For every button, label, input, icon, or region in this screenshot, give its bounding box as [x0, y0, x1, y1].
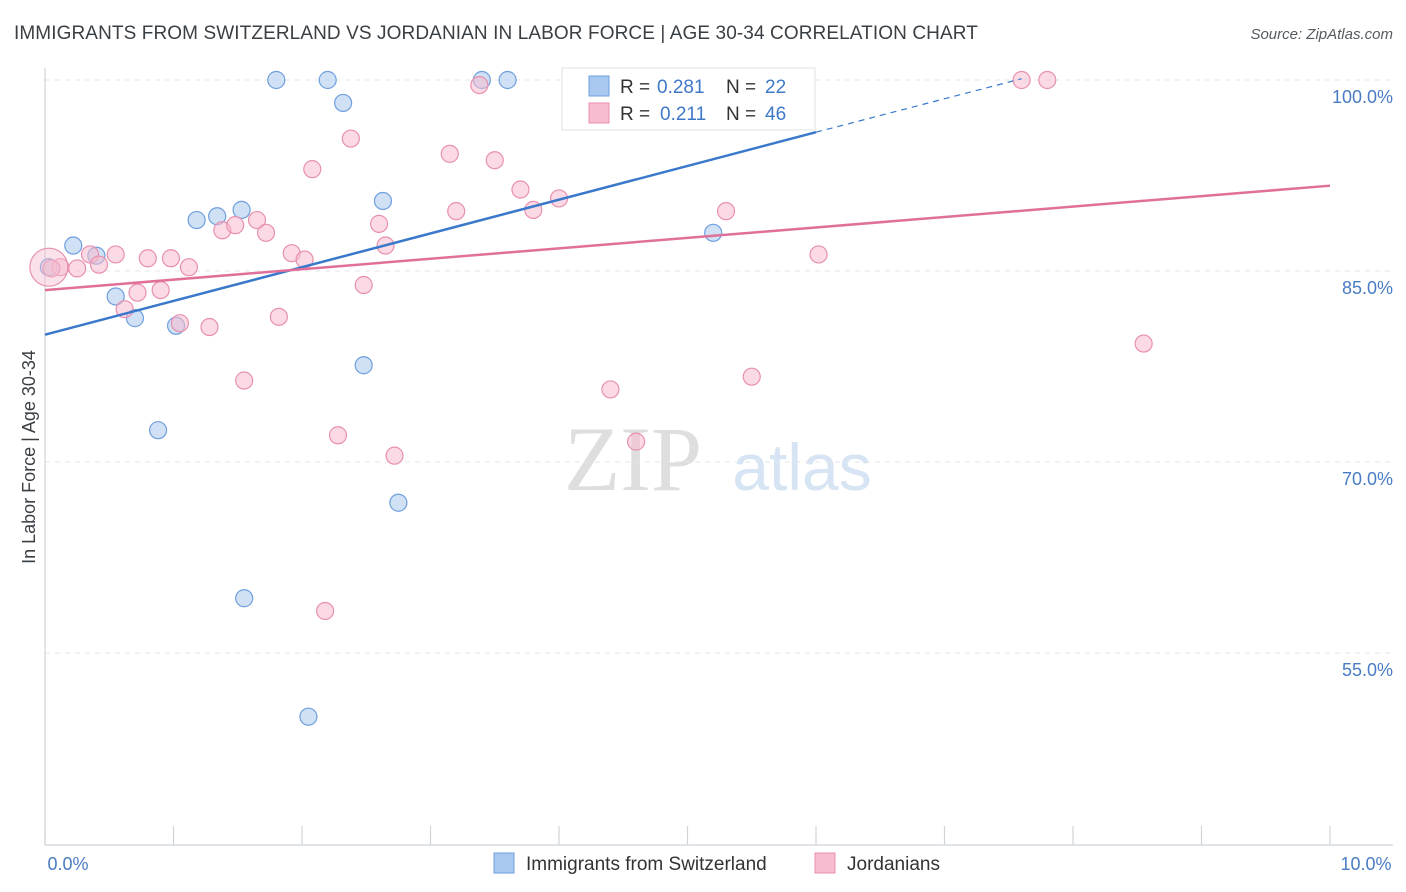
switzerland-point-10 — [235, 589, 254, 608]
jordanians-point-41 — [809, 245, 828, 264]
jordanians-point-39 — [716, 202, 736, 221]
stats-legend: R = 0.281 N = 22 R = 0.211 N = 46 — [561, 67, 816, 131]
jordanians-point-42 — [1012, 70, 1031, 90]
switzerland-point-17 — [389, 493, 408, 512]
jordanians-point-1 — [68, 259, 87, 278]
jordanians-point-8 — [151, 281, 170, 300]
legend-r-label-2: R = — [620, 104, 650, 125]
jordanians-point-6 — [128, 283, 147, 302]
scatter-points — [29, 70, 1153, 726]
jordanians-point-26 — [370, 214, 389, 233]
jordanians-trend-line — [44, 184, 1331, 292]
legend-r-label-1: R = — [620, 77, 650, 98]
jordanians-point-40 — [742, 367, 761, 386]
jordanians-point-16 — [247, 210, 267, 230]
jordanians-point-12 — [200, 317, 219, 337]
jordanians-point-28 — [385, 446, 404, 465]
jordanians-point-23 — [328, 426, 348, 445]
jordanians-point-24 — [341, 129, 360, 148]
watermark: ZIP atlas — [564, 408, 872, 510]
jordanians-point-7 — [138, 249, 157, 268]
switzerland-point-16 — [373, 191, 393, 211]
jordanians-point-3 — [89, 255, 109, 274]
y-tick-label-0: 100.0% — [1332, 87, 1393, 107]
watermark-atlas: atlas — [732, 430, 871, 504]
watermark-zip: ZIP — [564, 408, 702, 510]
jordanians-point-37 — [626, 432, 646, 451]
jordanians-point-14 — [226, 216, 245, 235]
chart-source: Source: ZipAtlas.com — [1250, 26, 1393, 43]
grid-lines — [45, 79, 1393, 654]
jordanians-point-10 — [170, 314, 190, 333]
x-axis-ticks — [44, 826, 1331, 845]
switzerland-point-21 — [704, 223, 723, 242]
jordanians-point-25 — [354, 275, 373, 295]
jordanians-point-31 — [470, 75, 489, 95]
y-tick-label-2: 70.0% — [1342, 469, 1393, 489]
switzerland-point-14 — [334, 93, 353, 113]
switzerland-point-7 — [187, 210, 206, 230]
x-tick-label-min: 0.0% — [47, 854, 88, 874]
jordanians-point-45 — [42, 259, 61, 278]
jordanians-point-32 — [485, 151, 504, 170]
legend-n-value-2: 46 — [765, 104, 786, 125]
x-tick-label-max: 10.0% — [1340, 854, 1391, 874]
jordanians-point-9 — [161, 249, 181, 268]
jordanians-point-17 — [256, 223, 276, 242]
jordanians-point-15 — [235, 371, 254, 390]
legend-n-label-1: N = — [726, 77, 756, 98]
chart-title: IMMIGRANTS FROM SWITZERLAND VS JORDANIAN… — [14, 23, 978, 44]
jordanians-point-4 — [106, 245, 125, 264]
switzerland-point-5 — [148, 421, 168, 440]
jordanians-point-33 — [511, 180, 530, 199]
switzerland-point-13 — [318, 70, 337, 90]
jordanians-point-30 — [447, 202, 466, 221]
switzerland-point-12 — [299, 707, 318, 726]
switzerland-point-9 — [232, 200, 251, 219]
y-axis-tick-labels: 100.0% 85.0% 70.0% 55.0% — [1332, 87, 1393, 680]
series-legend-label-jordanians: Jordanians — [847, 854, 940, 875]
switzerland-point-15 — [354, 356, 373, 375]
legend-r-value-2: 0.211 — [660, 104, 706, 125]
jordanians-point-29 — [440, 144, 459, 163]
switzerland-point-3 — [106, 287, 125, 306]
legend-n-value-1: 22 — [765, 77, 786, 98]
series-legend-swatch-jordanians — [814, 852, 836, 874]
y-axis-label: In Labor Force | Age 30-34 — [19, 350, 39, 564]
legend-swatch-jordanians — [588, 102, 610, 124]
cluster-point — [29, 247, 69, 287]
switzerland-trend-line — [44, 130, 817, 336]
legend-n-label-2: N = — [726, 104, 756, 125]
switzerland-point-1 — [64, 236, 83, 255]
switzerland-trend-extension — [815, 78, 1022, 133]
switzerland-point-19 — [498, 70, 517, 90]
jordanians-point-43 — [1038, 70, 1057, 90]
legend-swatch-switzerland — [588, 75, 610, 97]
series-legend: Immigrants from Switzerland Jordanians — [493, 852, 940, 875]
y-tick-label-3: 55.0% — [1342, 660, 1393, 680]
legend-r-value-1: 0.281 — [657, 77, 705, 98]
jordanians-point-11 — [179, 258, 199, 277]
jordanians-point-22 — [316, 601, 335, 621]
y-tick-label-1: 85.0% — [1342, 278, 1393, 298]
jordanians-point-21 — [303, 160, 322, 179]
series-legend-swatch-switzerland — [493, 852, 515, 874]
trend-lines — [44, 78, 1331, 336]
switzerland-point-11 — [267, 70, 286, 90]
jordanians-point-44 — [1134, 334, 1153, 353]
jordanians-point-18 — [269, 307, 288, 326]
series-legend-label-switzerland: Immigrants from Switzerland — [526, 854, 767, 875]
jordanians-point-36 — [601, 380, 620, 399]
